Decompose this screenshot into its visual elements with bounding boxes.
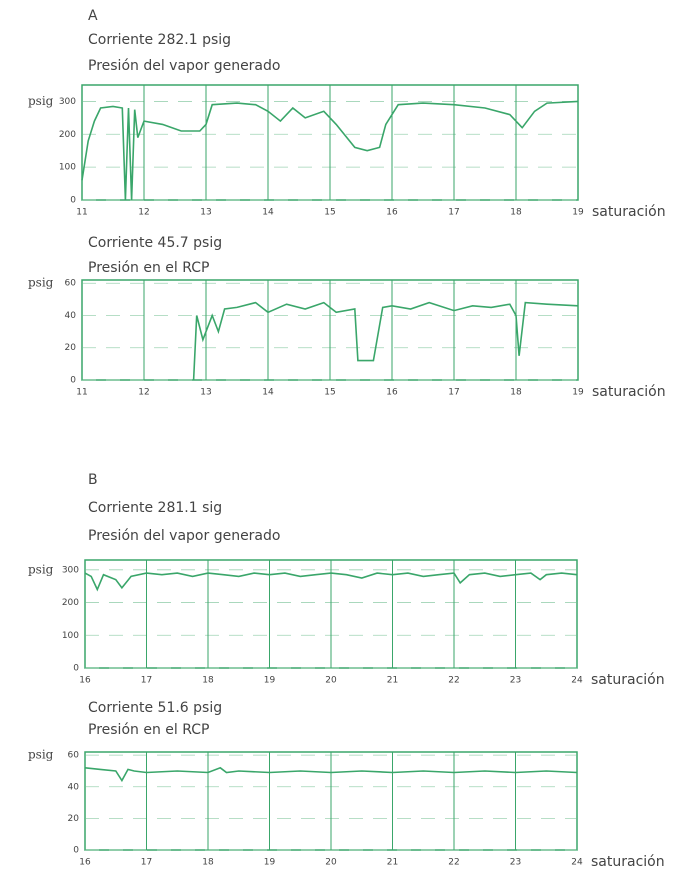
x-tick-label: 15 xyxy=(324,208,335,218)
section-label: B xyxy=(88,472,98,488)
y-tick-label: 40 xyxy=(65,311,77,321)
chart-subtitle: Presión en el RCP xyxy=(88,722,209,738)
x-tick-label: 17 xyxy=(448,208,459,218)
y-tick-label: 200 xyxy=(59,130,76,140)
x-tick-label: 22 xyxy=(448,858,459,868)
y-tick-label: 0 xyxy=(73,846,79,856)
y-tick-label: 0 xyxy=(70,376,76,386)
x-tick-label: 20 xyxy=(325,858,337,868)
x-tick-label: 20 xyxy=(325,676,337,686)
x-tick-label: 15 xyxy=(324,388,335,398)
chart-title: Corriente 281.1 sig xyxy=(88,500,222,516)
x-tick-label: 12 xyxy=(138,388,149,398)
x-tick-label: 11 xyxy=(76,208,87,218)
y-tick-label: 0 xyxy=(73,664,79,674)
x-tick-label: 18 xyxy=(510,208,522,218)
chart-subtitle: Presión en el RCP xyxy=(88,260,209,276)
data-line xyxy=(81,100,579,201)
y-tick-label: 20 xyxy=(65,343,77,353)
x-axis-label: saturación xyxy=(592,384,666,400)
x-tick-label: 13 xyxy=(200,208,211,218)
y-axis-label: psig xyxy=(28,562,54,576)
x-tick-label: 21 xyxy=(387,676,398,686)
y-tick-label: 40 xyxy=(68,782,80,792)
x-tick-label: 18 xyxy=(510,388,522,398)
x-tick-label: 16 xyxy=(386,208,398,218)
y-tick-label: 200 xyxy=(62,598,79,608)
data-line xyxy=(84,572,578,592)
x-tick-label: 24 xyxy=(571,858,583,868)
x-tick-label: 16 xyxy=(79,858,91,868)
chart-subtitle: Presión del vapor generado xyxy=(88,58,280,74)
x-tick-label: 11 xyxy=(76,388,87,398)
x-axis-label: saturación xyxy=(591,672,665,688)
x-tick-label: 19 xyxy=(572,208,584,218)
y-tick-label: 100 xyxy=(62,631,79,641)
x-tick-label: 17 xyxy=(448,388,459,398)
x-tick-label: 24 xyxy=(571,676,583,686)
x-tick-label: 17 xyxy=(141,858,152,868)
x-tick-label: 18 xyxy=(202,676,214,686)
x-tick-label: 17 xyxy=(141,676,152,686)
chart-title: Corriente 45.7 psig xyxy=(88,235,222,251)
x-tick-label: 13 xyxy=(200,388,211,398)
section-label: A xyxy=(88,8,98,24)
y-tick-label: 60 xyxy=(68,751,80,761)
y-tick-label: 300 xyxy=(59,97,76,107)
y-axis-label: psig xyxy=(28,94,54,108)
x-tick-label: 23 xyxy=(510,858,521,868)
chart-title: Corriente 51.6 psig xyxy=(88,700,222,716)
y-axis-label: psig xyxy=(28,748,54,762)
y-tick-label: 100 xyxy=(59,163,76,173)
x-tick-label: 16 xyxy=(79,676,91,686)
x-axis-label: saturación xyxy=(591,854,665,870)
x-tick-label: 22 xyxy=(448,676,459,686)
x-tick-label: 19 xyxy=(264,676,276,686)
chart-subtitle: Presión del vapor generado xyxy=(88,528,280,544)
y-tick-label: 20 xyxy=(68,814,80,824)
y-tick-label: 60 xyxy=(65,279,77,289)
x-tick-label: 19 xyxy=(572,388,584,398)
y-tick-label: 300 xyxy=(62,565,79,575)
x-axis-label: saturación xyxy=(592,204,666,220)
x-tick-label: 23 xyxy=(510,676,521,686)
x-tick-label: 14 xyxy=(262,388,274,398)
chart-title: Corriente 282.1 psig xyxy=(88,32,231,48)
x-tick-label: 16 xyxy=(386,388,398,398)
x-tick-label: 12 xyxy=(138,208,149,218)
data-line xyxy=(84,766,578,783)
x-tick-label: 19 xyxy=(264,858,276,868)
y-axis-label: psig xyxy=(28,276,54,290)
x-tick-label: 18 xyxy=(202,858,214,868)
x-tick-label: 21 xyxy=(387,858,398,868)
data-line xyxy=(192,301,579,381)
y-tick-label: 0 xyxy=(70,196,76,206)
x-tick-label: 14 xyxy=(262,208,274,218)
